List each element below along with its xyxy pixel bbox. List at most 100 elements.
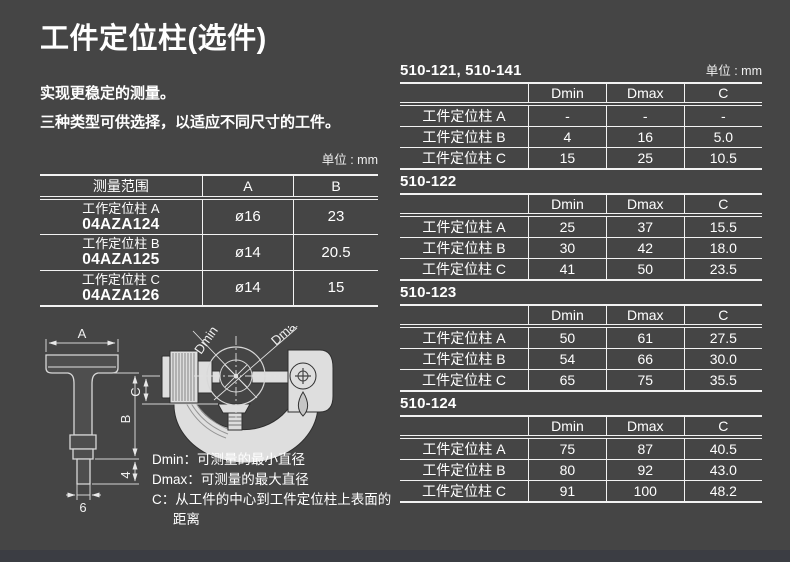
model-section-510-122: 510-122 Dmin Dmax C 工件定位柱 A 25 37 [400, 171, 762, 281]
value-dmin: 30 [528, 237, 607, 259]
intro-line-2: 三种类型可供选择，以适应不同尺寸的工件。 [40, 114, 341, 131]
table-row: 工件定位柱 C 15 25 10.5 [400, 147, 762, 169]
value-dmin: 15 [528, 147, 607, 169]
value-c: 18.0 [683, 237, 762, 259]
model-col-header-dmin: Dmin [528, 194, 607, 217]
note-dmin: Dmin：可测量的最小直径 [152, 452, 306, 467]
spec-name: 工作定位柱 A [82, 200, 160, 216]
value-dmin: - [528, 104, 607, 127]
row-label: 工件定位柱 A [422, 108, 506, 124]
value-dmin: 41 [528, 258, 607, 280]
value-dmax: 92 [605, 459, 685, 481]
table-row: 工作定位柱 A 04AZA124 ø16 23 [40, 198, 378, 234]
value-dmin: 91 [528, 480, 607, 502]
row-label: 工件定位柱 A [422, 330, 506, 346]
model-header-row: Dmin Dmax C [400, 83, 762, 106]
model-number: 510-122 [400, 173, 457, 190]
table-row: 工作定位柱 C 04AZA126 ø14 15 [40, 269, 378, 306]
unit-label: 单位 : mm [705, 64, 762, 78]
spec-col-header-range: 测量范围 [40, 175, 203, 200]
model-col-header-c: C [683, 83, 762, 106]
model-section-510-124: 510-124 Dmin Dmax C 工件定位柱 A 75 87 [400, 393, 762, 503]
value-c: 5.0 [683, 126, 762, 148]
dim-label-c: C [128, 387, 143, 396]
spec-header-row: 测量范围 A B [40, 175, 378, 200]
value-c: 27.5 [683, 326, 762, 349]
section-header: 510-121, 510-141 单位 : mm [400, 58, 762, 82]
table-row: 工件定位柱 C 91 100 48.2 [400, 480, 762, 502]
column-front-view: A B 4 6 [45, 326, 139, 515]
value-dmin: 80 [528, 459, 607, 481]
note-c: C：从工件的中心到工件定位柱上表面的距离 [152, 491, 392, 527]
row-label: 工件定位柱 B [400, 459, 529, 481]
page-title: 工件定位柱(选件) [40, 23, 267, 55]
spec-code: 04AZA126 [82, 286, 160, 304]
value-c: 43.0 [683, 459, 762, 481]
value-dmax: 50 [605, 258, 685, 280]
value-dmax: 100 [605, 480, 685, 502]
model-col-header-blank [400, 83, 529, 106]
model-header-row: Dmin Dmax C [400, 416, 762, 439]
model-section-510-123: 510-123 Dmin Dmax C 工件定位柱 A 50 61 [400, 282, 762, 392]
left-column: 工件定位柱(选件) 实现更稳定的测量。 三种类型可供选择，以适应不同尺寸的工件。… [40, 20, 390, 307]
model-table: Dmin Dmax C 工件定位柱 A 50 61 27.5 工件定位柱 B 5… [400, 304, 762, 392]
value-dmin: 54 [528, 348, 607, 370]
table-row: 工件定位柱 B 30 42 18.0 [400, 237, 762, 259]
value-c: 35.5 [683, 369, 762, 391]
value-dmax: - [605, 104, 685, 127]
unit-label: 单位 : mm [321, 153, 378, 167]
intro-line-1: 实现更稳定的测量。 [40, 85, 176, 102]
spec-name: 工作定位柱 C [81, 271, 160, 287]
section-header: 510-124 [400, 393, 762, 415]
model-table: Dmin Dmax C 工件定位柱 A 25 37 15.5 工件定位柱 B 3… [400, 193, 762, 281]
spec-code: 04AZA124 [82, 215, 160, 233]
model-col-header-c: C [683, 416, 762, 439]
row-label: 工件定位柱 C [400, 480, 529, 502]
spec-name-cell: 工作定位柱 A 04AZA124 [40, 198, 202, 234]
model-number: 510-121, 510-141 [400, 62, 522, 79]
value-dmax: 42 [605, 237, 685, 259]
row-label: 工件定位柱 C [400, 369, 529, 391]
value-c: 48.2 [683, 480, 762, 502]
note-dmax: Dmax：可测量的最大直径 [152, 471, 309, 487]
model-number: 510-123 [400, 284, 457, 301]
spec-value-b: 20.5 [292, 233, 378, 270]
model-col-header-dmin: Dmin [528, 83, 607, 106]
value-dmin: 75 [528, 437, 607, 460]
model-col-header-blank [400, 416, 529, 439]
table-row: 工件定位柱 A 25 37 15.5 [400, 215, 762, 238]
model-header-row: Dmin Dmax C [400, 194, 762, 217]
row-label: 工件定位柱 A [422, 441, 506, 457]
table-row: 工作定位柱 B 04AZA125 ø14 20.5 [40, 233, 378, 270]
model-col-header-c: C [683, 305, 762, 328]
value-c: 30.0 [683, 348, 762, 370]
model-col-header-dmax: Dmax [605, 305, 685, 328]
value-c: 15.5 [683, 215, 762, 238]
table-row: 工件定位柱 A 50 61 27.5 [400, 326, 762, 349]
model-section-510-121: 510-121, 510-141 单位 : mm Dmin Dmax C 工件定… [400, 58, 762, 170]
spec-col-header-b: B [292, 175, 378, 200]
value-c: - [683, 104, 762, 127]
row-label: 工件定位柱 C [400, 258, 529, 280]
technical-diagram: A B 4 6 [45, 326, 334, 515]
model-col-header-blank [400, 194, 529, 217]
value-dmax: 87 [605, 437, 685, 460]
dim-label-dmin: Dmin [191, 326, 221, 357]
table-row: 工件定位柱 A 75 87 40.5 [400, 437, 762, 460]
spec-name: 工作定位柱 B [82, 236, 160, 251]
row-label: 工件定位柱 A [422, 219, 506, 235]
value-dmin: 4 [528, 126, 607, 148]
value-dmax: 66 [605, 348, 685, 370]
table-row: 工件定位柱 C 65 75 35.5 [400, 369, 762, 391]
model-col-header-dmax: Dmax [605, 83, 685, 106]
spec-value-a: ø14 [201, 233, 294, 270]
row-label: 工件定位柱 C [400, 147, 529, 169]
table-row: 工件定位柱 B 4 16 5.0 [400, 126, 762, 148]
model-number: 510-124 [400, 395, 457, 412]
spec-col-header-a: A [201, 175, 294, 200]
section-header: 510-122 [400, 171, 762, 193]
model-col-header-dmax: Dmax [605, 416, 685, 439]
value-dmax: 25 [605, 147, 685, 169]
micrometer-view: Dmin Dmax C [128, 326, 334, 464]
